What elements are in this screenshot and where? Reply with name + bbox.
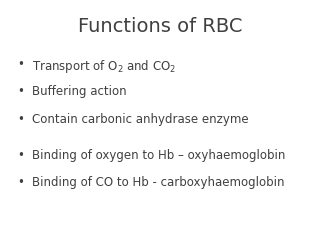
Text: •: • xyxy=(18,58,24,71)
Text: •: • xyxy=(18,113,24,126)
Text: Binding of oxygen to Hb – oxyhaemoglobin: Binding of oxygen to Hb – oxyhaemoglobin xyxy=(32,149,285,162)
Text: Binding of CO to Hb - carboxyhaemoglobin: Binding of CO to Hb - carboxyhaemoglobin xyxy=(32,176,284,189)
Text: Buffering action: Buffering action xyxy=(32,85,127,98)
Text: Contain carbonic anhydrase enzyme: Contain carbonic anhydrase enzyme xyxy=(32,113,249,126)
Text: •: • xyxy=(18,176,24,189)
Text: Functions of RBC: Functions of RBC xyxy=(78,17,242,36)
Text: •: • xyxy=(18,149,24,162)
Text: Transport of O$_2$ and CO$_2$: Transport of O$_2$ and CO$_2$ xyxy=(32,58,176,75)
Text: •: • xyxy=(18,85,24,98)
